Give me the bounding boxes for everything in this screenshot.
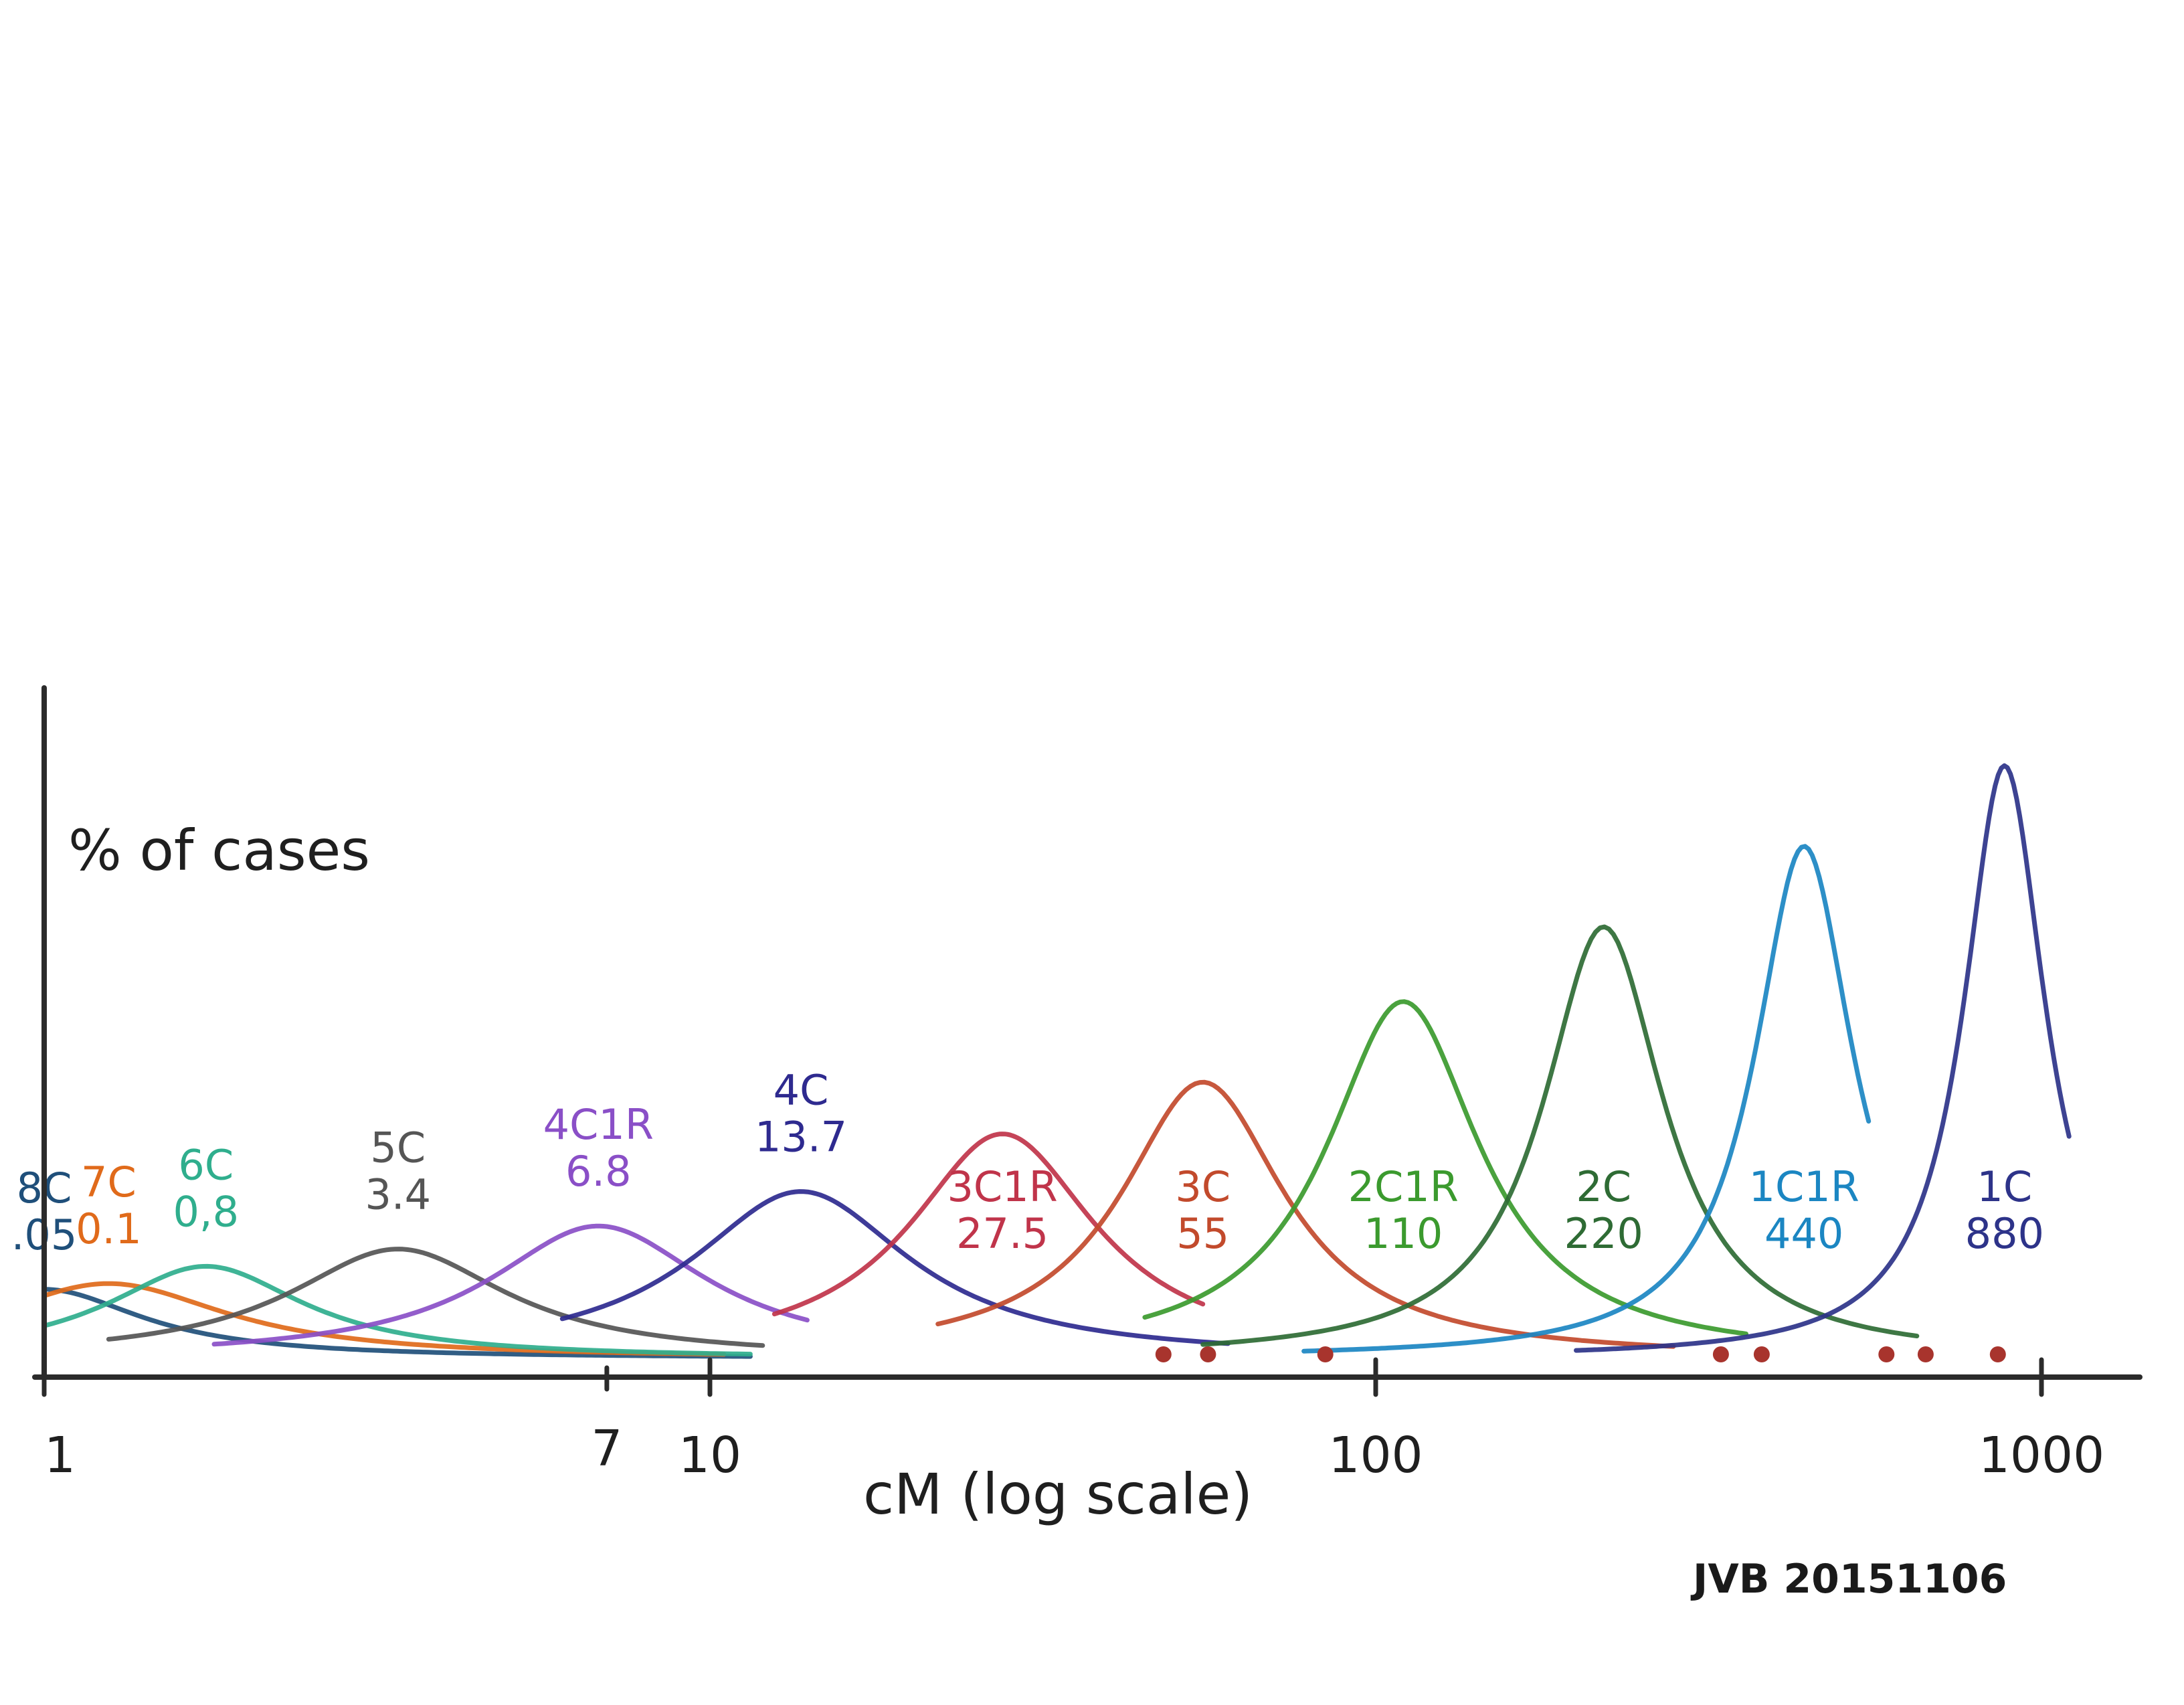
peak-label-top-1c1r: 1C1R xyxy=(1749,1162,1859,1211)
peak-label-top-6c: 6C xyxy=(178,1140,234,1189)
x-axis-label: cM (log scale) xyxy=(863,1461,1253,1527)
peak-label-top-7c: 7C xyxy=(81,1158,136,1206)
curve-4c1r xyxy=(211,1223,810,1347)
curves-layer xyxy=(41,763,2072,1359)
peak-label-bottom-4c1r: 6.8 xyxy=(565,1147,632,1196)
peak-label-bottom-5c: 3.4 xyxy=(365,1170,431,1219)
end-point-dot xyxy=(1200,1346,1216,1362)
x-tick-label-10: 10 xyxy=(678,1427,741,1484)
end-point-dot xyxy=(1989,1346,2006,1362)
peak-labels-layer: 8C.057C0.16C0,85C3.44C1R6.84C13.73C1R27.… xyxy=(11,1066,2044,1259)
end-point-dot xyxy=(1753,1346,1770,1362)
peak-label-top-2c: 2C xyxy=(1576,1162,1631,1211)
x-ticks-layer: 1 10 100 1000 7 xyxy=(41,1357,2104,1484)
signature-annotation: JVB 20151106 xyxy=(1690,1556,2007,1603)
x-tick-label-100: 100 xyxy=(1328,1427,1423,1484)
peak-label-top-5c: 5C xyxy=(370,1124,426,1172)
peak-label-bottom-2c1r: 110 xyxy=(1364,1209,1443,1258)
curve-2c xyxy=(1200,924,1920,1347)
curve-4c xyxy=(559,1189,1231,1346)
peak-label-top-1c: 1C xyxy=(1977,1162,2032,1211)
x-tick-label-1000: 1000 xyxy=(1979,1427,2104,1484)
end-dots-layer xyxy=(1155,1346,2006,1362)
peak-label-bottom-1c: 880 xyxy=(1965,1209,2044,1258)
peak-label-bottom-2c: 220 xyxy=(1564,1209,1643,1258)
curve-8c xyxy=(41,1287,753,1359)
end-point-dot xyxy=(1317,1346,1334,1362)
peak-label-top-3c: 3C xyxy=(1175,1162,1231,1211)
peak-label-bottom-7c: 0.1 xyxy=(76,1204,142,1253)
curve-6c xyxy=(41,1263,753,1357)
curve-3c xyxy=(935,1079,1676,1349)
peak-label-bottom-3c: 55 xyxy=(1176,1209,1229,1258)
curve-2c1r xyxy=(1142,999,1748,1336)
peak-label-top-4c1r: 4C1R xyxy=(543,1100,654,1149)
peak-label-top-4c: 4C xyxy=(774,1066,829,1115)
peak-label-bottom-6c: 0,8 xyxy=(173,1187,239,1236)
curve-1c1r xyxy=(1301,844,1872,1354)
curve-1c xyxy=(1574,763,2072,1353)
peak-label-bottom-3c1r: 27.5 xyxy=(956,1209,1049,1258)
x-tick-label-extra: 7 xyxy=(591,1420,622,1477)
y-axis-label: % of cases xyxy=(68,818,370,883)
end-point-dot xyxy=(1712,1346,1729,1362)
peak-label-bottom-1c1r: 440 xyxy=(1764,1209,1843,1258)
curve-3c1r xyxy=(771,1132,1206,1317)
end-point-dot xyxy=(1878,1346,1895,1362)
curve-5c xyxy=(106,1247,765,1348)
peak-label-top-2c1r: 2C1R xyxy=(1348,1162,1459,1211)
end-point-dot xyxy=(1917,1346,1934,1362)
peak-label-bottom-4c: 13.7 xyxy=(755,1113,847,1162)
peak-label-top-3c1r: 3C1R xyxy=(947,1162,1057,1211)
end-point-dot xyxy=(1155,1346,1172,1362)
x-tick-label-1: 1 xyxy=(44,1427,76,1484)
